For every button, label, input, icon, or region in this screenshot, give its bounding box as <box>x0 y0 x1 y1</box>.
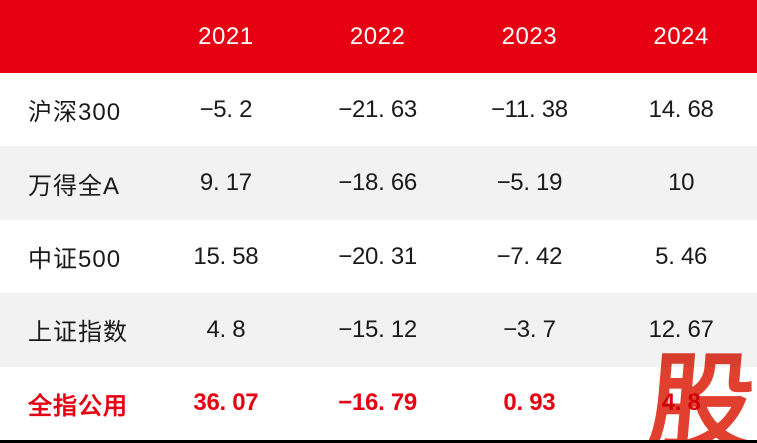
value-cell: −5. 19 <box>496 169 563 197</box>
value-cell: −21. 63 <box>338 95 417 123</box>
header-year-2023: 2023 <box>501 22 558 50</box>
value-cell: −11. 38 <box>490 95 568 123</box>
table-header-row: 2021 2022 2023 2024 <box>0 0 757 73</box>
row-label: 上证指数 <box>28 319 128 347</box>
value-cell: −7. 42 <box>496 242 563 270</box>
value-cell: −3. 7 <box>503 315 556 343</box>
value-cell: 12. 67 <box>648 315 714 343</box>
table-row-sse-index: 上证指数 4. 8 −15. 12 −3. 7 12. 67 <box>0 293 757 367</box>
value-cell: −20. 31 <box>338 242 417 270</box>
row-label: 沪深300 <box>28 99 122 127</box>
value-cell: 4. 8 <box>206 315 246 343</box>
table-row-utilities-highlight: 全指公用 36. 07 −16. 79 0. 93 4. 8 <box>0 366 757 441</box>
value-cell: −18. 66 <box>338 169 417 197</box>
value-cell: 36. 07 <box>193 389 259 417</box>
row-label: 万得全A <box>28 172 121 200</box>
table-row-csi500: 中证500 15. 58 −20. 31 −7. 42 5. 46 <box>0 219 757 294</box>
header-year-2024: 2024 <box>653 22 709 50</box>
value-cell: −15. 12 <box>338 315 417 343</box>
value-cell: 15. 58 <box>193 242 259 270</box>
value-cell: −16. 79 <box>338 389 417 417</box>
bottom-border <box>0 440 757 443</box>
row-label: 中证500 <box>28 246 122 274</box>
value-cell: 9. 17 <box>199 169 252 197</box>
table-row-hs300: 沪深300 −5. 2 −21. 63 −11. 38 14. 68 <box>0 73 757 147</box>
value-cell: −5. 2 <box>199 95 253 123</box>
value-cell: 0. 93 <box>503 389 556 417</box>
header-year-2021: 2021 <box>198 22 254 50</box>
table-row-wind-all-a: 万得全A 9. 17 −18. 66 −5. 19 10 <box>0 146 757 220</box>
value-cell: 4. 8 <box>661 389 701 417</box>
value-cell: 14. 68 <box>648 95 714 123</box>
value-cell: 5. 46 <box>655 242 708 270</box>
header-year-2022: 2022 <box>349 22 406 50</box>
row-label: 全指公用 <box>28 392 128 420</box>
value-cell: 10 <box>668 169 695 197</box>
